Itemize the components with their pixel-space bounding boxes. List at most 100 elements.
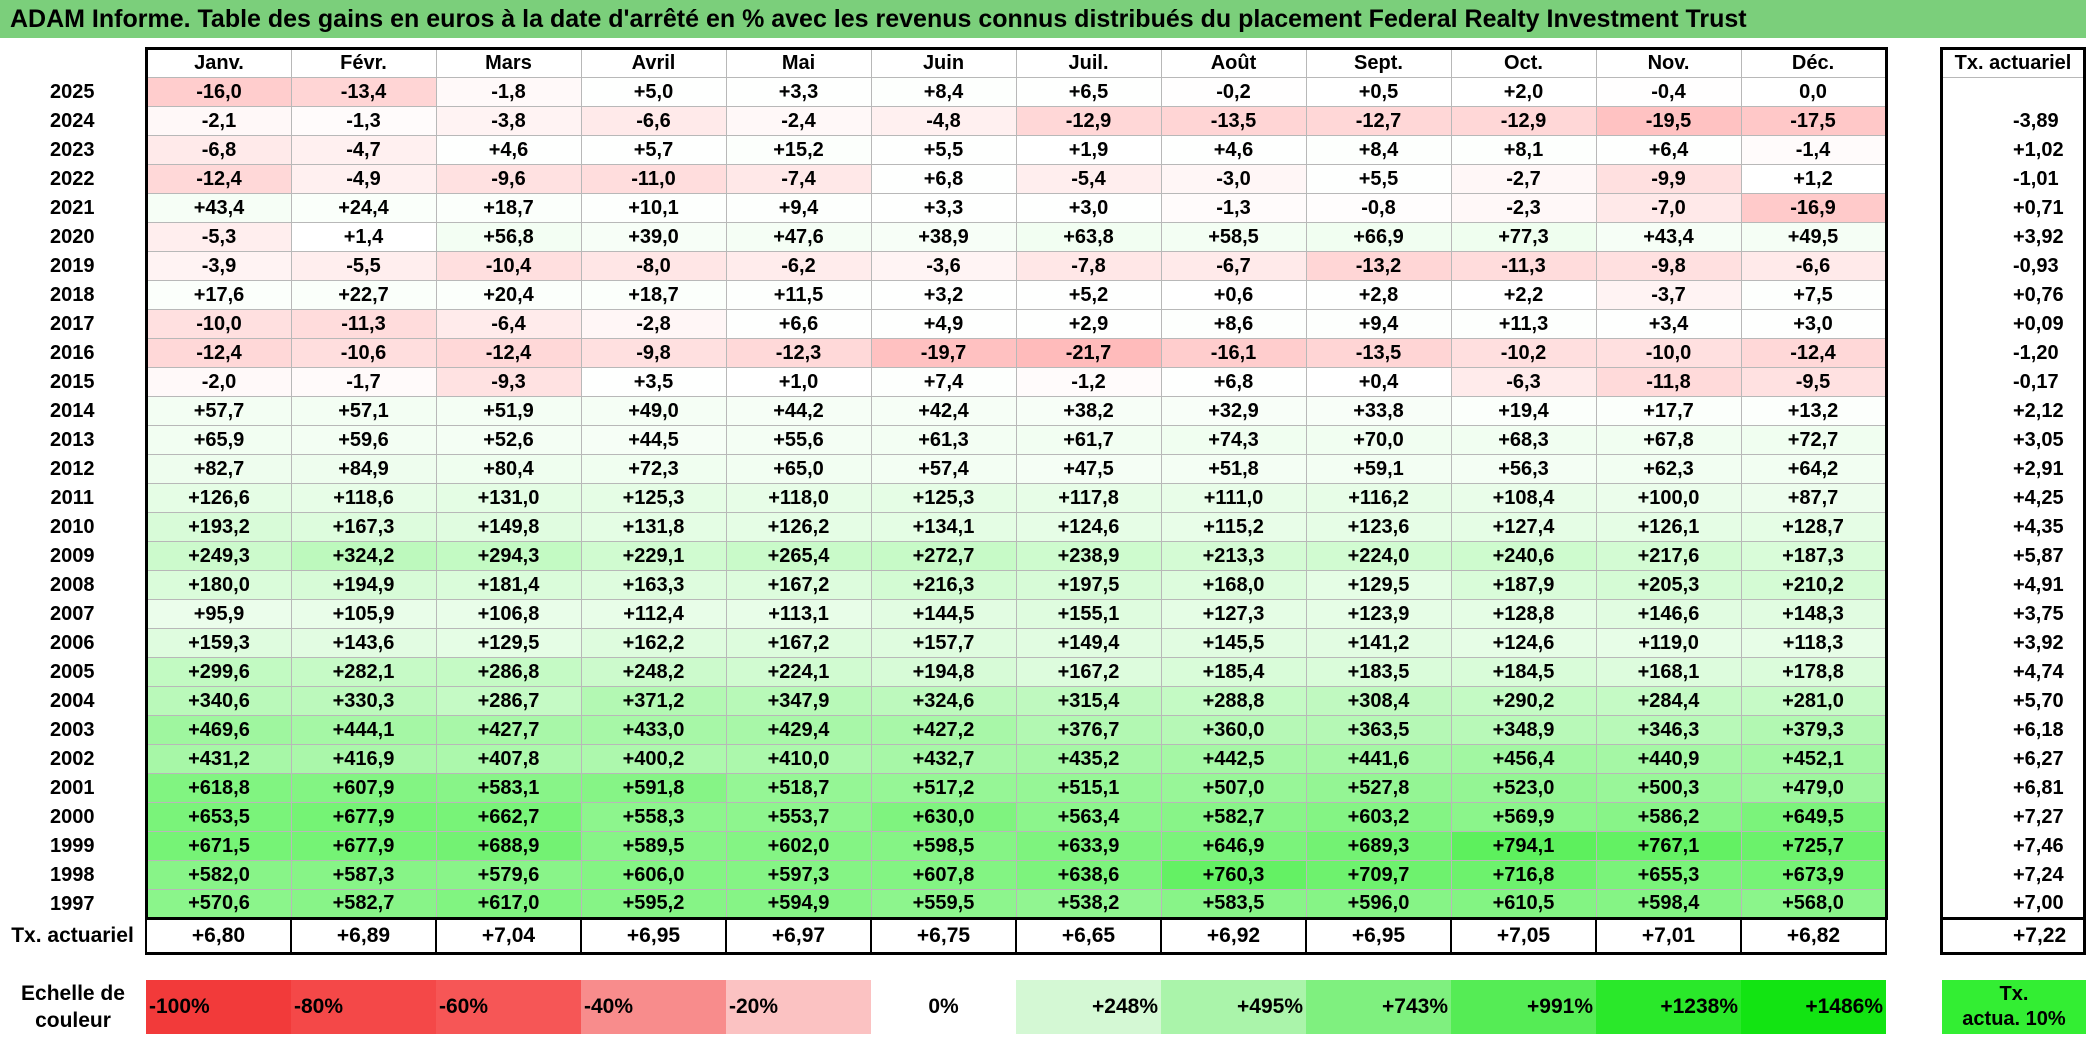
gain-cell: +194,9: [290, 570, 437, 600]
gain-cell: +518,7: [725, 773, 872, 803]
gain-cell: +57,4: [870, 454, 1017, 484]
color-scale-label-line2: couleur: [35, 1009, 111, 1032]
month-header: Oct.: [1450, 47, 1597, 78]
annual-rate-cell: +4,91: [1940, 570, 2086, 600]
gain-cell: +143,6: [290, 628, 437, 658]
gain-cell: +617,0: [435, 889, 582, 920]
gain-cell: -1,8: [435, 77, 582, 107]
gain-cell: +281,0: [1740, 686, 1888, 716]
annual-rate-cell: -1,20: [1940, 338, 2086, 368]
gain-cell: +559,5: [870, 889, 1017, 920]
gain-cell: +125,3: [580, 483, 727, 513]
annual-rate-cell: -0,93: [1940, 251, 2086, 281]
gain-cell: -0,2: [1160, 77, 1307, 107]
year-label: 2014: [0, 396, 147, 426]
gain-cell: +248,2: [580, 657, 727, 687]
gain-cell: +662,7: [435, 802, 582, 832]
color-scale-step: -100%: [146, 980, 291, 1034]
year-row: 2019 -3,9 -5,5 -10,4 -8,0 -6,2 -3,6 -7,8 -6,7 -13…: [0, 251, 1888, 281]
gain-cell: +315,4: [1015, 686, 1162, 716]
gain-cell: +400,2: [580, 744, 727, 774]
gain-cell: -19,7: [870, 338, 1017, 368]
gain-cell: +610,5: [1450, 889, 1597, 920]
gain-cell: +1,0: [725, 367, 872, 397]
gain-cell: +205,3: [1595, 570, 1742, 600]
year-row: 2014 +57,7 +57,1 +51,9 +49,0 +44,2 +42,4 +38,2 +…: [0, 396, 1888, 426]
gain-cell: +105,9: [290, 599, 437, 629]
overall-rate-cell: +7,22: [1940, 918, 2086, 955]
gain-cell: +58,5: [1160, 222, 1307, 252]
gain-cell: +767,1: [1595, 831, 1742, 861]
gain-cell: +118,6: [290, 483, 437, 513]
gain-cell: +19,4: [1450, 396, 1597, 426]
month-header: Juil.: [1015, 47, 1162, 78]
month-header-row: Janv. Févr. Mars Avril Mai Juin Juil. Août Sept.…: [0, 47, 1888, 78]
gain-cell: +582,0: [144, 860, 292, 890]
gain-cell: -2,3: [1450, 193, 1597, 223]
gain-cell: +794,1: [1450, 831, 1597, 861]
gain-cell: +210,2: [1740, 570, 1888, 600]
gain-cell: -6,2: [725, 251, 872, 281]
monthly-gains-table: Janv. Févr. Mars Avril Mai Juin Juil. Août Sept.…: [0, 47, 1888, 955]
gain-cell: +167,2: [725, 570, 872, 600]
gain-cell: +131,0: [435, 483, 582, 513]
gain-cell: +3,2: [870, 280, 1017, 310]
gain-cell: +288,8: [1160, 686, 1307, 716]
month-header: Sept.: [1305, 47, 1452, 78]
gain-cell: +22,7: [290, 280, 437, 310]
gain-cell: +299,6: [144, 657, 292, 687]
gain-cell: +432,7: [870, 744, 1017, 774]
gain-cell: +187,9: [1450, 570, 1597, 600]
gain-cell: +284,4: [1595, 686, 1742, 716]
gain-cell: +8,4: [1305, 135, 1452, 165]
gain-cell: +6,4: [1595, 135, 1742, 165]
rate-summary-row: Tx. actuariel +6,80 +6,89 +7,04 +6,95 +6,97 +6…: [0, 918, 1887, 955]
gain-cell: -6,6: [1740, 251, 1888, 281]
color-scale-step: -80%: [291, 980, 436, 1034]
gain-cell: +18,7: [580, 280, 727, 310]
gain-cell: +582,7: [290, 889, 437, 920]
gain-cell: +4,9: [870, 309, 1017, 339]
year-label: 2013: [0, 425, 147, 455]
gain-cell: +106,8: [435, 599, 582, 629]
gain-cell: +124,6: [1450, 628, 1597, 658]
gain-cell: +194,8: [870, 657, 1017, 687]
year-label: 2025: [0, 77, 147, 107]
gain-cell: -0,4: [1595, 77, 1742, 107]
year-row: 2023 -6,8 -4,7 +4,6 +5,7 +15,2 +5,5 +1,9 +4,6 +8,…: [0, 135, 1888, 165]
month-header: Juin: [870, 47, 1017, 78]
gain-cell: -2,0: [144, 367, 292, 397]
gain-cell: +7,5: [1740, 280, 1888, 310]
gain-cell: +583,5: [1160, 889, 1307, 920]
gain-cell: -7,4: [725, 164, 872, 194]
gain-cell: +347,9: [725, 686, 872, 716]
gain-cell: +184,5: [1450, 657, 1597, 687]
gain-cell: -9,6: [435, 164, 582, 194]
gain-cell: +6,8: [1160, 367, 1307, 397]
year-row: 1999 +671,5 +677,9 +688,9 +589,5 +602,0 +598,5…: [0, 831, 1888, 861]
gain-cell: +157,7: [870, 628, 1017, 658]
gain-cell: +677,9: [290, 831, 437, 861]
annual-rate-cell: +3,92: [1940, 628, 2086, 658]
color-scale-label: Echelle de couleur: [0, 978, 146, 1036]
gain-cell: +44,2: [725, 396, 872, 426]
rate-summary-cell: +6,97: [725, 918, 872, 955]
gain-cell: -3,8: [435, 106, 582, 136]
year-row: 2025 -16,0 -13,4 -1,8 +5,0 +3,3 +8,4 +6,5 -0,2 +0…: [0, 77, 1888, 107]
gain-cell: -9,5: [1740, 367, 1888, 397]
gain-cell: -7,0: [1595, 193, 1742, 223]
gain-cell: +582,7: [1160, 802, 1307, 832]
gain-cell: -16,0: [144, 77, 292, 107]
gain-cell: +238,9: [1015, 541, 1162, 571]
gain-cell: +72,7: [1740, 425, 1888, 455]
gain-cell: +646,9: [1160, 831, 1307, 861]
annual-rate-cell: +3,05: [1940, 425, 2086, 455]
gain-cell: +330,3: [290, 686, 437, 716]
gain-cell: +308,4: [1305, 686, 1452, 716]
gain-cell: +606,0: [580, 860, 727, 890]
gain-cell: +193,2: [144, 512, 292, 542]
gain-cell: +440,9: [1595, 744, 1742, 774]
gain-cell: +126,1: [1595, 512, 1742, 542]
year-label: 2018: [0, 280, 147, 310]
gain-cell: +159,3: [144, 628, 292, 658]
